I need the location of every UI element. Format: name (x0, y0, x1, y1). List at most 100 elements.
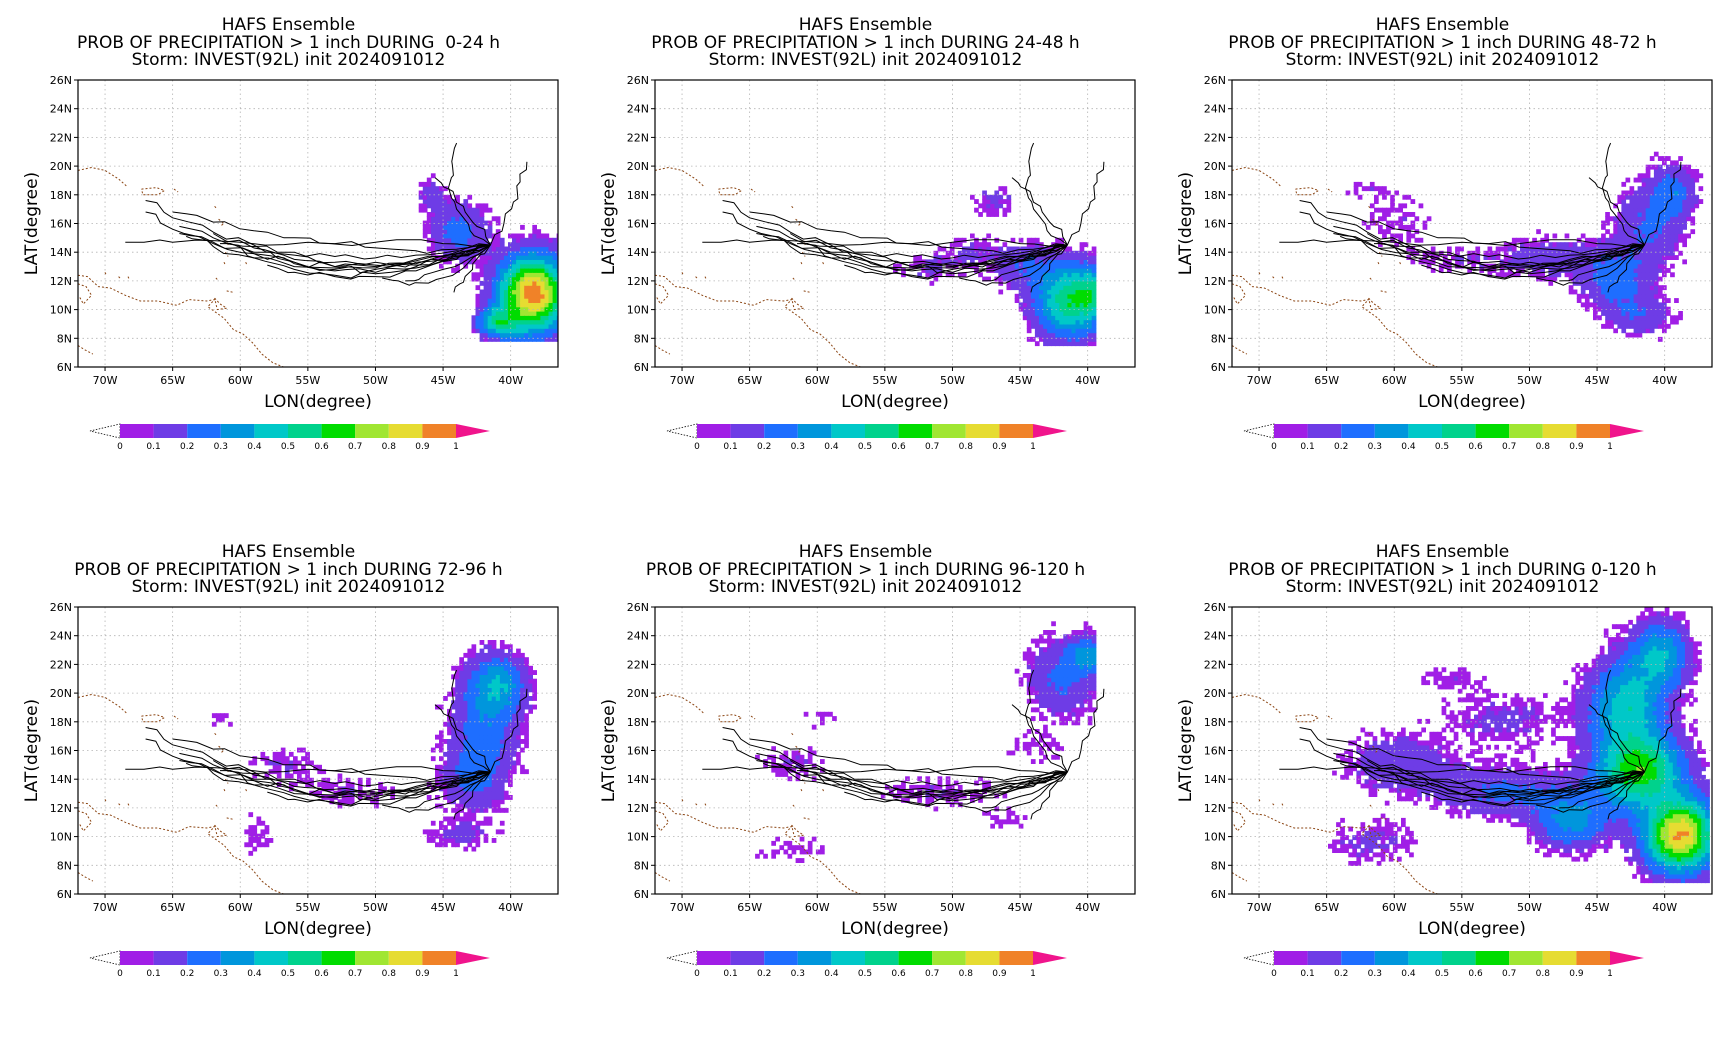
panel-title-storm: Storm: INVEST(92L) init 2024091012 (708, 577, 1023, 597)
lat-tick-label: 22N (627, 658, 649, 671)
panel-title-ensemble: HAFS Ensemble (1375, 542, 1510, 562)
colorbar: 0 0.1 0.2 0.3 0.4 0.5 0.6 0.7 0.8 0.9 1 (666, 950, 1067, 979)
lat-tick-label: 20N (627, 160, 649, 173)
lat-tick-label: 20N (1204, 160, 1226, 173)
track-line (382, 244, 491, 286)
colorbar-swatch (999, 951, 1033, 965)
colorbar-label: 0.3 (1368, 442, 1382, 452)
lon-tick-label: 55W (1449, 374, 1474, 387)
colorbar-swatch (355, 424, 389, 438)
lon-tick-label: 65W (1314, 374, 1339, 387)
track-line (434, 177, 491, 246)
colorbar-label: 0.7 (1502, 969, 1516, 979)
coastlines (78, 693, 284, 894)
lat-tick-label: 6N (1211, 361, 1226, 374)
coastlines (655, 693, 861, 894)
lat-tick-label: 22N (50, 131, 72, 144)
colorbar-label: 1 (453, 442, 459, 452)
colorbar-swatch (120, 951, 154, 965)
lat-tick-label: 16N (50, 218, 72, 231)
colorbar-label: 0.9 (992, 969, 1007, 979)
colorbar-label: 0.1 (1300, 969, 1314, 979)
colorbar-swatch (865, 424, 899, 438)
track-line (1030, 771, 1068, 820)
colorbar-label: 0.8 (382, 442, 397, 452)
lat-tick-label: 18N (627, 189, 649, 202)
map-panel-6: HAFS Ensemble PROB OF PRECIPITATION > 1 i… (1154, 527, 1731, 1054)
track-line (702, 239, 1068, 247)
lat-tick-label: 6N (57, 888, 72, 901)
lat-tick-label: 12N (1204, 802, 1226, 815)
colorbar-swatch (220, 424, 255, 438)
lat-tick-label: 10N (50, 831, 72, 844)
colorbar-swatch (254, 424, 288, 438)
colorbar-label: 0.4 (824, 442, 839, 452)
map-gridlines (1232, 80, 1712, 367)
track-line (453, 771, 491, 820)
colorbar-label: 0.8 (382, 969, 397, 979)
lon-tick-label: 60W (228, 374, 253, 387)
colorbar-swatch (730, 424, 765, 438)
colorbar-label: 0.5 (281, 442, 295, 452)
colorbar-label: 0.6 (1468, 969, 1483, 979)
track-line (722, 727, 1068, 793)
track-line (447, 669, 491, 773)
lat-tick-label: 6N (57, 361, 72, 374)
lat-tick-label: 14N (50, 246, 72, 259)
colorbar: 0 0.1 0.2 0.3 0.4 0.5 0.6 0.7 0.8 0.9 1 (666, 423, 1067, 452)
y-axis-label: LAT(degree) (599, 699, 619, 802)
track-line (1588, 177, 1645, 246)
track-line (756, 233, 1068, 269)
ensemble-tracks (1279, 142, 1682, 293)
colorbar-label: 0.7 (925, 442, 939, 452)
lat-tick-label: 12N (50, 275, 72, 288)
lat-tick-label: 6N (1211, 888, 1226, 901)
map-panel-3: HAFS Ensemble PROB OF PRECIPITATION > 1 i… (1154, 0, 1731, 527)
track-line (447, 142, 491, 246)
colorbar-label: 0.3 (1368, 969, 1382, 979)
track-line (803, 243, 1068, 279)
y-axis-label: LAT(degree) (1176, 172, 1196, 275)
lon-tick-label: 70W (1247, 374, 1272, 387)
lat-tick-label: 22N (1204, 131, 1226, 144)
colorbar-label: 0.1 (723, 969, 737, 979)
lon-tick-label: 60W (1382, 901, 1407, 914)
panel-title-storm: Storm: INVEST(92L) init 2024091012 (708, 50, 1023, 70)
lat-tick-label: 22N (627, 131, 649, 144)
x-axis-label: LON(degree) (264, 392, 372, 412)
lon-tick-label: 45W (1585, 901, 1610, 914)
panel-title-probability: PROB OF PRECIPITATION > 1 inch DURING 24… (651, 33, 1080, 53)
colorbar: 0 0.1 0.2 0.3 0.4 0.5 0.6 0.7 0.8 0.9 1 (89, 950, 490, 979)
panel-title-probability: PROB OF PRECIPITATION > 1 inch DURING 72… (74, 560, 503, 580)
track-line (1373, 769, 1645, 801)
lat-tick-label: 16N (1204, 218, 1226, 231)
lon-tick-label: 50W (363, 374, 388, 387)
track-line (1066, 161, 1105, 246)
colorbar-swatch (355, 951, 389, 965)
colorbar-swatch (288, 424, 322, 438)
lon-tick-label: 45W (1008, 374, 1033, 387)
track-line (125, 766, 491, 774)
colorbar-label: 0 (117, 969, 123, 979)
lat-tick-label: 26N (50, 74, 72, 87)
track-line (1279, 239, 1645, 247)
colorbar-swatch (898, 424, 933, 438)
colorbar-label: 0.7 (348, 442, 362, 452)
precip-probability-shading (1345, 151, 1704, 342)
track-line (1601, 669, 1645, 773)
track-line (1024, 669, 1068, 773)
track-line (1601, 142, 1645, 246)
colorbar-label: 1 (1030, 969, 1036, 979)
colorbar-swatch (1307, 951, 1342, 965)
colorbar-swatch (697, 424, 731, 438)
coastlines (78, 166, 284, 367)
colorbar-label: 0.8 (959, 442, 974, 452)
track-line (226, 243, 491, 279)
colorbar-swatch (764, 424, 798, 438)
colorbar-swatch (999, 424, 1033, 438)
colorbar: 0 0.1 0.2 0.3 0.4 0.5 0.6 0.7 0.8 0.9 1 (1243, 950, 1644, 979)
track-line (453, 244, 491, 293)
track-line (1011, 177, 1068, 246)
colorbar-label: 0.9 (415, 442, 430, 452)
track-line (382, 771, 491, 813)
